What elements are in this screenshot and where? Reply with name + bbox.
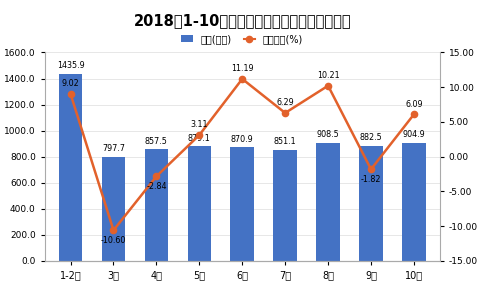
Bar (102, 157, 125, 261)
Text: 9.02: 9.02 (62, 80, 80, 88)
同比增长(%) (154, 175, 160, 178)
同比增长(%) (282, 111, 288, 115)
Text: -10.60: -10.60 (101, 236, 126, 245)
Bar (402, 143, 426, 261)
同比增长(%) (368, 168, 374, 171)
Text: 870.9: 870.9 (231, 135, 254, 144)
Bar (230, 147, 254, 261)
Text: 6.09: 6.09 (405, 100, 423, 109)
同比增长(%) (411, 113, 417, 116)
Text: 1435.9: 1435.9 (57, 61, 84, 70)
Bar (273, 150, 297, 261)
Title: 2018年1-10月全国家用吸尘器产量及增长情况: 2018年1-10月全国家用吸尘器产量及增长情况 (134, 13, 351, 28)
Text: 797.7: 797.7 (102, 144, 125, 153)
Text: 908.5: 908.5 (317, 130, 339, 139)
同比增长(%) (67, 92, 73, 96)
Line: 同比增长(%): 同比增长(%) (67, 76, 417, 233)
同比增长(%) (325, 84, 331, 87)
Bar (359, 146, 383, 261)
同比增长(%) (240, 77, 245, 81)
Text: 6.29: 6.29 (276, 98, 294, 107)
同比增长(%) (197, 133, 202, 137)
Bar (187, 146, 211, 261)
Text: 3.11: 3.11 (190, 120, 208, 130)
Text: 11.19: 11.19 (231, 64, 254, 73)
Legend: 产量(万台), 同比增长(%): 产量(万台), 同比增长(%) (177, 30, 307, 48)
Text: -2.84: -2.84 (146, 182, 167, 191)
Text: 904.9: 904.9 (402, 130, 425, 139)
Text: -1.82: -1.82 (361, 175, 381, 184)
Text: 851.1: 851.1 (274, 137, 296, 146)
Text: 10.21: 10.21 (317, 71, 339, 80)
Bar (59, 74, 82, 261)
Text: 857.5: 857.5 (145, 137, 168, 145)
Text: 879.1: 879.1 (188, 134, 211, 143)
Bar (145, 149, 168, 261)
Text: 882.5: 882.5 (360, 133, 382, 142)
同比增长(%) (110, 229, 116, 232)
Bar (316, 143, 340, 261)
